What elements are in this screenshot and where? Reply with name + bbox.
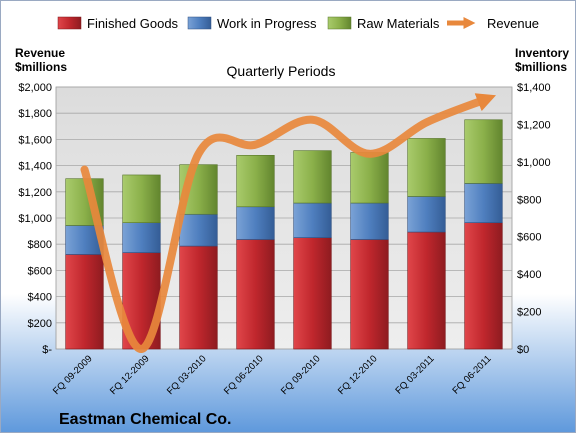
legend-label-work-in-progress: Work in Progress <box>217 16 317 31</box>
bar-finished-goods <box>351 240 389 349</box>
legend-swatch-finished-goods <box>58 17 81 29</box>
bar-finished-goods <box>237 240 275 349</box>
bar-work-in-progress <box>408 196 446 232</box>
right-tick-label: $200 <box>517 307 541 319</box>
bar-work-in-progress <box>465 183 503 222</box>
right-tick-label: $1,000 <box>517 157 551 169</box>
legend-swatch-work-in-progress <box>188 17 211 29</box>
legend-label-finished-goods: Finished Goods <box>87 16 179 31</box>
bar-raw-materials <box>351 153 389 204</box>
right-tick-label: $800 <box>517 194 541 206</box>
bar-finished-goods <box>66 254 104 349</box>
left-axis-title-line1: Revenue <box>15 46 65 60</box>
bar-work-in-progress <box>180 214 218 246</box>
right-tick-label: $400 <box>517 269 541 281</box>
right-tick-label: $0 <box>517 344 529 356</box>
legend-swatch-raw-materials <box>328 17 351 29</box>
right-axis: $0 $200 $400 $600 $800 $1,000 $1,200 $1,400 <box>517 82 551 356</box>
right-tick-label: $1,200 <box>517 119 551 131</box>
x-tick-label: FQ 03-2011 <box>393 353 436 396</box>
x-tick-label: FQ 09-2009 <box>51 353 95 397</box>
x-tick-label: FQ 12-2010 <box>336 353 380 397</box>
bar-work-in-progress <box>123 223 161 253</box>
right-axis-title-line1: Inventory <box>515 46 569 60</box>
x-axis: FQ 09-2009 FQ 12-2009 FQ 03-2010 FQ 06-2010… <box>51 353 494 397</box>
bar-raw-materials <box>237 155 275 206</box>
legend: Finished Goods Work in Progress Raw Mate… <box>58 16 539 31</box>
right-tick-label: $1,400 <box>517 82 551 94</box>
left-axis-title-line2: $millions <box>15 60 67 74</box>
x-tick-label: FQ 03-2010 <box>165 353 209 397</box>
x-tick-label: FQ 06-2011 <box>450 353 493 396</box>
x-tick-label: FQ 09-2010 <box>279 353 323 397</box>
bar-raw-materials <box>408 138 446 196</box>
left-tick-label: $1,800 <box>18 108 52 120</box>
left-tick-label: $600 <box>28 265 52 277</box>
bar-raw-materials <box>294 151 332 203</box>
left-tick-label: $800 <box>28 239 52 251</box>
bar-finished-goods <box>294 238 332 349</box>
right-tick-label: $600 <box>517 232 541 244</box>
left-tick-label: $200 <box>28 318 52 330</box>
left-tick-label: $1,200 <box>18 187 52 199</box>
legend-label-raw-materials: Raw Materials <box>357 16 440 31</box>
legend-label-revenue: Revenue <box>487 16 539 31</box>
left-tick-label: $1,600 <box>18 134 52 146</box>
bar-raw-materials <box>465 120 503 184</box>
bar-finished-goods <box>465 223 503 349</box>
left-tick-label: $1,400 <box>18 161 52 173</box>
bar-raw-materials <box>123 175 161 223</box>
bar-finished-goods <box>408 232 446 349</box>
bar-work-in-progress <box>237 207 275 240</box>
left-axis: $- $200 $400 $600 $800 $1,000 $1,200 $1,400 $1,6… <box>18 82 52 356</box>
right-axis-title-line2: $millions <box>515 60 567 74</box>
chart-title: Quarterly Periods <box>227 63 336 79</box>
x-tick-label: FQ 12-2009 <box>108 353 152 397</box>
bar-work-in-progress <box>294 203 332 238</box>
left-tick-label: $1,000 <box>18 213 52 225</box>
x-tick-label: FQ 06-2010 <box>222 353 266 397</box>
left-tick-label: $2,000 <box>18 82 52 94</box>
left-tick-label: $- <box>42 344 52 356</box>
left-tick-label: $400 <box>28 292 52 304</box>
bar-work-in-progress <box>351 203 389 239</box>
footer-company-name: Eastman Chemical Co. <box>59 411 232 428</box>
bar-finished-goods <box>180 246 218 349</box>
